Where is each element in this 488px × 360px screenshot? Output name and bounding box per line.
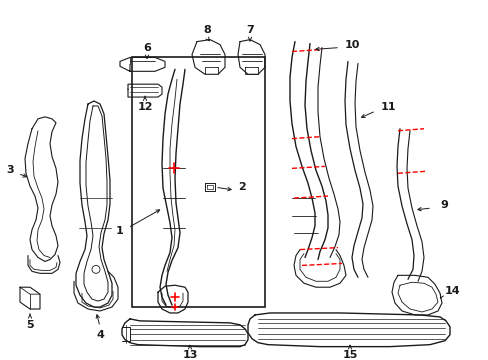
Text: 4: 4 [96, 330, 104, 340]
Text: 5: 5 [26, 320, 34, 330]
Text: 11: 11 [380, 102, 395, 112]
Text: 14: 14 [443, 286, 459, 296]
Text: 13: 13 [182, 350, 197, 360]
Bar [132, 58, 264, 307]
Text: 7: 7 [245, 25, 253, 35]
Text: 9: 9 [439, 200, 447, 210]
Text: 3: 3 [6, 165, 14, 175]
Text: 15: 15 [342, 350, 357, 360]
Text: 10: 10 [344, 40, 359, 50]
Text: 1: 1 [116, 226, 123, 236]
Text: 6: 6 [143, 42, 151, 53]
Text: 12: 12 [137, 102, 152, 112]
Text: 8: 8 [203, 25, 210, 35]
Text: 2: 2 [238, 182, 245, 192]
